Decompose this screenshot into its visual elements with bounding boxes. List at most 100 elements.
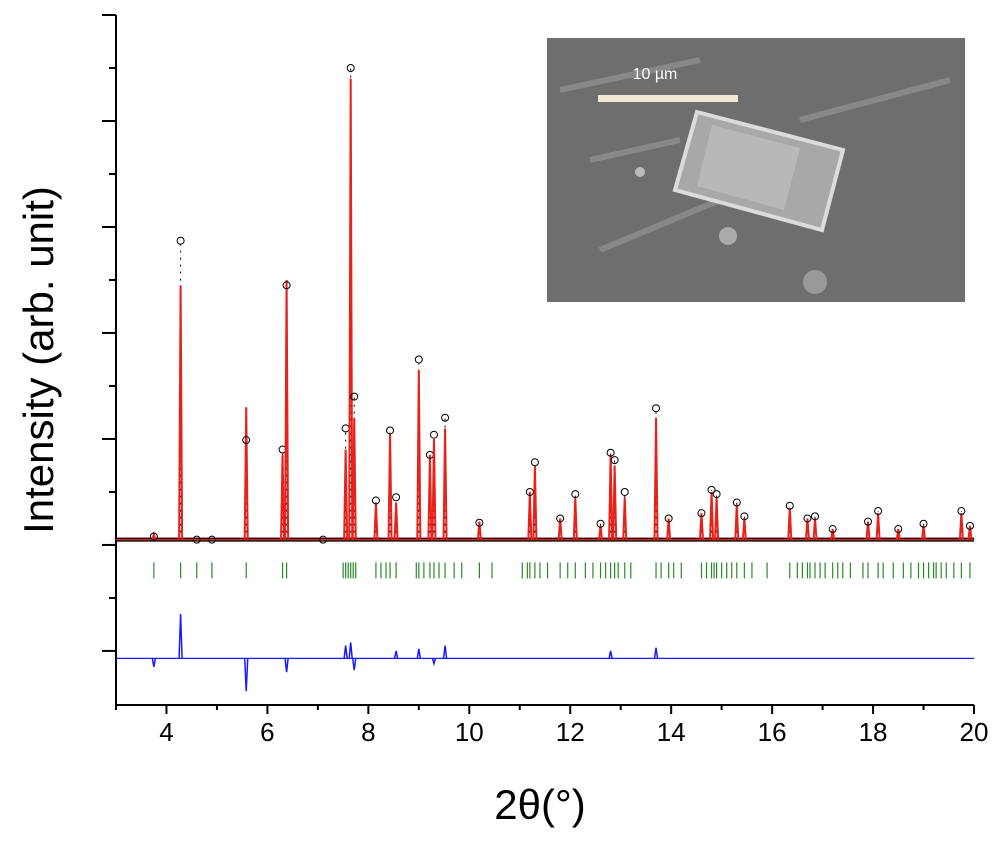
difference-peak bbox=[243, 658, 249, 692]
observed-point bbox=[530, 458, 539, 467]
observed-point bbox=[894, 525, 903, 534]
calculated-peak bbox=[178, 285, 184, 540]
x-tick-label: 16 bbox=[758, 717, 787, 747]
observed-point bbox=[785, 501, 794, 510]
observed-point bbox=[610, 456, 619, 465]
calculated-peak bbox=[812, 518, 818, 540]
calculated-peak bbox=[527, 491, 533, 540]
observed-point bbox=[864, 517, 873, 526]
calculated-peak bbox=[572, 497, 578, 540]
calculated-peak bbox=[243, 407, 249, 540]
calculated-peak bbox=[741, 518, 747, 540]
x-tick-label: 20 bbox=[960, 717, 989, 747]
observed-point bbox=[664, 514, 673, 523]
x-axis-label: 2θ(°) bbox=[494, 781, 586, 828]
observed-point bbox=[318, 535, 327, 544]
observed-point bbox=[556, 514, 565, 523]
observed-point bbox=[874, 507, 883, 516]
observed-point bbox=[707, 485, 716, 494]
observed-point bbox=[414, 355, 423, 364]
calculated-peak bbox=[343, 449, 349, 540]
calculated-peak bbox=[666, 518, 672, 540]
x-tick-label: 10 bbox=[455, 717, 484, 747]
observed-point bbox=[525, 487, 534, 496]
difference-peak bbox=[416, 648, 422, 659]
observed-point bbox=[919, 519, 928, 528]
observed-point bbox=[596, 519, 605, 528]
observed-point bbox=[346, 63, 355, 72]
calculated-peak bbox=[734, 504, 740, 540]
observed-point bbox=[242, 436, 251, 445]
calculated-peak bbox=[865, 521, 871, 540]
calculated-peak bbox=[284, 279, 290, 540]
calculated-peak bbox=[351, 417, 357, 540]
calculated-peak bbox=[698, 513, 704, 540]
calculated-peak bbox=[622, 497, 628, 540]
observed-point bbox=[828, 525, 837, 534]
sem-inset: 10 µm bbox=[547, 38, 965, 302]
x-tick-label: 14 bbox=[657, 717, 686, 747]
difference-peak bbox=[653, 647, 659, 659]
calculated-peak bbox=[612, 465, 618, 540]
difference-peak bbox=[351, 658, 357, 671]
calculated-peak bbox=[921, 525, 927, 540]
observed-point bbox=[441, 413, 450, 422]
observed-point bbox=[282, 281, 291, 290]
calculated-peak bbox=[431, 438, 437, 540]
calculated-peak bbox=[532, 465, 538, 540]
calculated-peak bbox=[895, 528, 901, 540]
inset-texture bbox=[559, 57, 951, 253]
calculated-peak bbox=[958, 513, 964, 540]
calculated-peak bbox=[393, 502, 399, 540]
observed-point bbox=[811, 512, 820, 521]
calculated-peak bbox=[967, 525, 973, 540]
observed-point bbox=[697, 509, 706, 518]
calculated-peak bbox=[830, 528, 836, 540]
observed-point bbox=[606, 448, 615, 457]
calculated-peak bbox=[714, 497, 720, 540]
observed-point bbox=[371, 496, 380, 505]
observed-point bbox=[149, 532, 158, 541]
observed-point bbox=[620, 487, 629, 496]
observed-point bbox=[350, 392, 359, 401]
difference-peak bbox=[431, 658, 437, 667]
scale-bar-label: 10 µm bbox=[633, 66, 678, 83]
calculated-peak bbox=[151, 530, 157, 540]
observed-point bbox=[957, 507, 966, 516]
observed-point bbox=[740, 512, 749, 521]
difference-peak bbox=[284, 658, 289, 673]
calculated-peak bbox=[804, 518, 810, 540]
calculated-peak bbox=[557, 518, 563, 540]
difference-peak bbox=[442, 645, 448, 659]
x-tick-label: 6 bbox=[260, 717, 274, 747]
observed-point bbox=[386, 426, 395, 435]
calculated-peak bbox=[373, 502, 379, 540]
difference-peak bbox=[151, 658, 157, 667]
difference-peak bbox=[608, 650, 613, 659]
calculated-peak bbox=[709, 491, 715, 540]
x-tick-label: 4 bbox=[159, 717, 173, 747]
calculated-peak bbox=[280, 454, 286, 540]
inset-particle bbox=[719, 227, 737, 245]
inset-particle bbox=[635, 167, 645, 177]
observed-point bbox=[571, 490, 580, 499]
difference-peak bbox=[343, 645, 348, 659]
calculated-peak bbox=[427, 454, 433, 540]
difference-peak bbox=[393, 650, 399, 659]
observed-point bbox=[712, 490, 721, 499]
observed-point bbox=[732, 498, 741, 507]
difference-peak bbox=[178, 613, 183, 659]
observed-point bbox=[192, 535, 201, 544]
calculated-peak bbox=[476, 521, 482, 540]
x-tick-label: 8 bbox=[361, 717, 375, 747]
observed-point bbox=[429, 430, 438, 439]
x-tick-label: 12 bbox=[556, 717, 585, 747]
calculated-peak bbox=[598, 525, 604, 540]
observed-point bbox=[475, 518, 484, 527]
observed-point bbox=[392, 493, 401, 502]
observed-point bbox=[652, 404, 661, 413]
calculated-peak bbox=[787, 507, 793, 540]
observed-point bbox=[207, 535, 216, 544]
inset-particle bbox=[803, 270, 827, 294]
